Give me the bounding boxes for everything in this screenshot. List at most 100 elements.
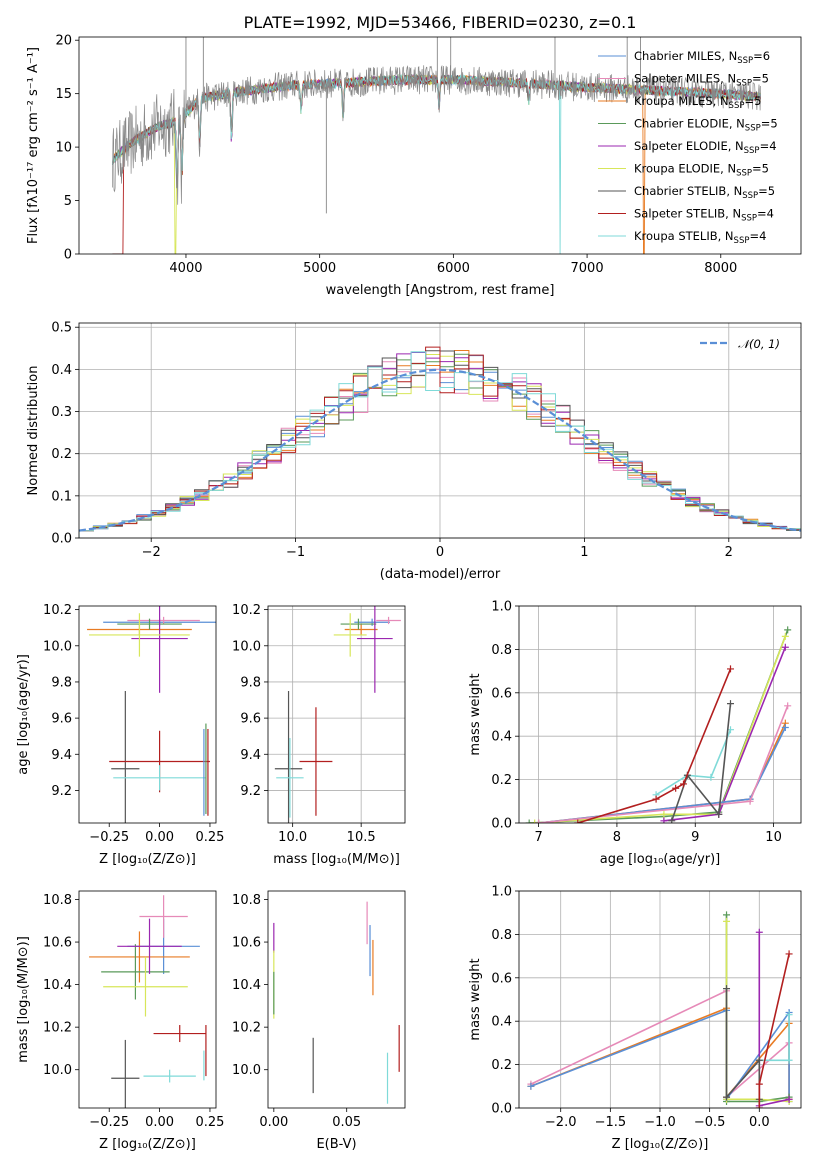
error-bar-point xyxy=(111,1039,140,1108)
x-tick-label: 6000 xyxy=(437,261,470,276)
y-tick-label: 0.6 xyxy=(491,686,512,701)
x-tick-label: −1 xyxy=(286,545,305,560)
y-tick-label: 9.4 xyxy=(51,748,72,763)
y-tick-label: 1.0 xyxy=(491,600,512,615)
age-vs-mass-plot-area xyxy=(274,606,401,823)
error-bar-point xyxy=(113,765,206,791)
mass-weight-vs-z-axes: −2.0 −1.5 −1.0 −0.5 0.0 0.0 0.2 0.4 0.6 0.8 1.0 Z [… xyxy=(468,885,801,1152)
y-tick-label: 10 xyxy=(55,141,72,156)
legend-subscript: SSP xyxy=(741,214,757,224)
x-axis-label: Z [log₁₀(Z/Z⊙)] xyxy=(99,1137,196,1152)
y-tick-label: 9.2 xyxy=(240,784,261,799)
legend-entry: Chabrier ELODIE, NSSP=5 xyxy=(634,117,778,134)
mass-weight-marker xyxy=(652,795,660,803)
legend-entry: Chabrier STELIB, NSSP=5 xyxy=(634,184,775,201)
mass-weight-marker xyxy=(785,1011,793,1019)
legend-subscript: SSP xyxy=(734,236,750,246)
error-bar-point xyxy=(127,616,200,625)
x-tick-label: 10.5 xyxy=(347,830,376,845)
x-tick-label: 5000 xyxy=(303,261,336,276)
legend-name: Kroupa ELODIE, N xyxy=(634,162,736,176)
mass-weight-marker xyxy=(784,626,792,634)
observed-spectrum-line xyxy=(112,64,761,205)
y-tick-label: 0.0 xyxy=(491,1102,512,1117)
y-tick-label: 0.0 xyxy=(51,532,72,547)
mass-weight-marker xyxy=(785,950,793,958)
mass-weight-line xyxy=(725,921,790,1103)
x-tick-label: 8 xyxy=(613,830,621,845)
mass-vs-z-axes: −0.25 0.00 0.25 10.0 10.2 10.4 10.6 10.8 Z [log₁… xyxy=(16,893,224,1152)
error-bar-point xyxy=(333,613,367,657)
legend-suffix: =5 xyxy=(752,162,769,176)
mass-weight-marker xyxy=(784,702,792,710)
legend-subscript: SSP xyxy=(729,101,745,111)
chart-title: PLATE=1992, MJD=53466, FIBERID=0230, z=0… xyxy=(244,13,637,32)
mass-vs-ebv-frame xyxy=(267,890,406,1109)
error-bar-point xyxy=(103,956,188,1017)
error-bar-point xyxy=(117,918,182,974)
age-vs-z-frame xyxy=(78,605,217,824)
y-tick-label: 10.2 xyxy=(43,1021,72,1036)
legend-suffix: =5 xyxy=(758,184,775,198)
error-bar-point xyxy=(357,606,393,693)
y-tick-label: 0.2 xyxy=(491,773,512,788)
y-tick-label: 15 xyxy=(55,87,72,102)
x-tick-label: −1.5 xyxy=(595,1115,627,1130)
x-tick-label: 1 xyxy=(580,545,588,560)
legend-subscript: SSP xyxy=(742,191,758,201)
spectrum-axes: 4000 5000 6000 7000 8000 0 5 10 15 20 wavelength [… xyxy=(26,34,737,298)
legend-entry: Salpeter STELIB, NSSP=4 xyxy=(634,207,774,224)
y-tick-label: 9.4 xyxy=(240,748,261,763)
y-tick-label: 0.3 xyxy=(51,405,72,420)
y-tick-label: 0.4 xyxy=(51,363,72,378)
mass-weight-marker xyxy=(755,1104,763,1108)
mass-weight-marker xyxy=(723,985,731,993)
x-tick-label: 0.0 xyxy=(749,1115,770,1130)
error-bar-point xyxy=(354,618,390,626)
mass-weight-marker xyxy=(727,700,734,708)
x-tick-label: 10 xyxy=(765,830,782,845)
mass-weight-marker xyxy=(746,797,754,805)
mass-weight-vs-z-plot-area xyxy=(527,911,793,1108)
error-bar-point xyxy=(117,618,182,630)
y-tick-label: 20 xyxy=(55,34,72,49)
y-tick-label: 10.0 xyxy=(232,639,261,654)
x-tick-label: −0.25 xyxy=(89,1115,129,1130)
y-tick-label: 10.6 xyxy=(43,936,72,951)
error-bar-point xyxy=(143,1069,196,1083)
legend-subscript: SSP xyxy=(737,56,753,66)
spectrum-plot-area xyxy=(111,37,762,254)
legend-entry: Salpeter ELODIE, NSSP=4 xyxy=(634,139,777,156)
legend-subscript: SSP xyxy=(736,79,752,89)
x-tick-label: 0.00 xyxy=(145,1115,174,1130)
mass-weight-marker xyxy=(785,1095,793,1103)
x-tick-label: −2 xyxy=(142,545,161,560)
x-axis-label: Z [log₁₀(Z/Z⊙)] xyxy=(99,852,196,867)
y-tick-label: 9.6 xyxy=(240,712,261,727)
y-tick-label: 10.8 xyxy=(43,893,72,908)
x-axis-label: age [log₁₀(age/yr)] xyxy=(600,852,721,867)
y-tick-label: 10.2 xyxy=(232,1021,261,1036)
y-axis-label: mass weight xyxy=(468,958,483,1040)
mass-weight-vs-age-plot-area xyxy=(525,626,792,823)
mass-weight-marker xyxy=(781,724,789,732)
error-bar-point xyxy=(274,690,303,823)
x-tick-label: 0.05 xyxy=(332,1115,361,1130)
x-tick-label: 10.0 xyxy=(278,830,307,845)
mass-vs-z-frame xyxy=(78,890,217,1109)
legend-suffix: =4 xyxy=(757,207,774,221)
x-tick-label: 7 xyxy=(534,830,542,845)
age-vs-mass-frame xyxy=(267,605,406,824)
legend-entry: Kroupa ELODIE, NSSP=5 xyxy=(634,162,769,179)
mass-weight-marker xyxy=(781,632,789,640)
y-tick-label: 0.6 xyxy=(491,971,512,986)
error-bar-point xyxy=(153,1025,206,1043)
mass-weight-marker xyxy=(707,773,715,781)
x-tick-label: 7000 xyxy=(571,261,604,276)
x-axis-label: Z [log₁₀(Z/Z⊙)] xyxy=(612,1137,709,1152)
legend-suffix: =6 xyxy=(753,49,770,63)
y-tick-label: 0.0 xyxy=(491,817,512,832)
mass-weight-marker xyxy=(727,665,734,673)
x-tick-label: −0.5 xyxy=(694,1115,726,1130)
